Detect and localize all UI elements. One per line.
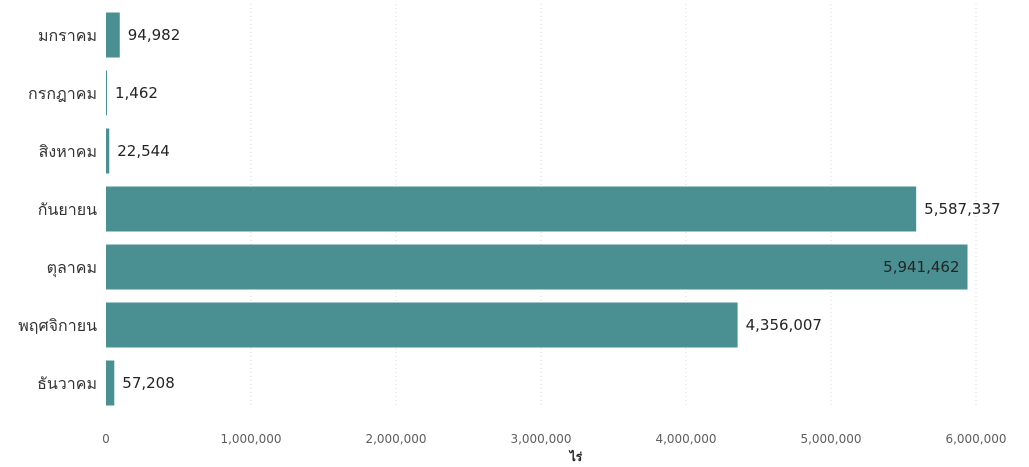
category-label: พฤศจิกายน <box>18 316 97 335</box>
category-label: กรกฎาคม <box>28 84 97 103</box>
value-labels: 94,982 1,462 22,544 5,587,337 5,941,462 4,356… <box>115 26 1001 392</box>
x-tick-label: 3,000,000 <box>510 432 571 446</box>
category-label: มกราคม <box>38 26 97 45</box>
data-label: 5,587,337 <box>924 200 1000 218</box>
category-label: ธันวาคม <box>37 374 97 393</box>
bar[interactable] <box>106 244 968 290</box>
data-label: 22,544 <box>117 142 170 160</box>
bar[interactable] <box>106 360 115 406</box>
bars <box>106 12 968 406</box>
x-tick-label: 5,000,000 <box>800 432 861 446</box>
category-labels: มกราคมกรกฎาคมสิงหาคมกันยายนตุลาคมพฤศจิกา… <box>18 26 97 393</box>
x-tick-label: 2,000,000 <box>365 432 426 446</box>
data-label: 57,208 <box>122 374 175 392</box>
x-tick-label: 4,000,000 <box>655 432 716 446</box>
category-label: ตุลาคม <box>47 258 97 278</box>
x-tick-label: 1,000,000 <box>220 432 281 446</box>
data-label: 5,941,462 <box>883 258 959 276</box>
x-tick-label: 6,000,000 <box>945 432 1006 446</box>
bar[interactable] <box>106 186 917 232</box>
bar[interactable] <box>106 128 110 174</box>
bar[interactable] <box>106 70 107 116</box>
category-label: สิงหาคม <box>39 142 97 161</box>
x-axis-title: ไร่ <box>568 449 583 464</box>
x-axis-ticks: 0 1,000,000 2,000,000 3,000,000 4,000,000 5,0… <box>102 432 1006 446</box>
bar[interactable] <box>106 12 120 58</box>
category-label: กันยายน <box>38 200 97 219</box>
data-label: 4,356,007 <box>746 316 822 334</box>
data-label: 94,982 <box>128 26 181 44</box>
data-label: 1,462 <box>115 84 158 102</box>
bar[interactable] <box>106 302 738 348</box>
x-tick-label: 0 <box>102 432 110 446</box>
